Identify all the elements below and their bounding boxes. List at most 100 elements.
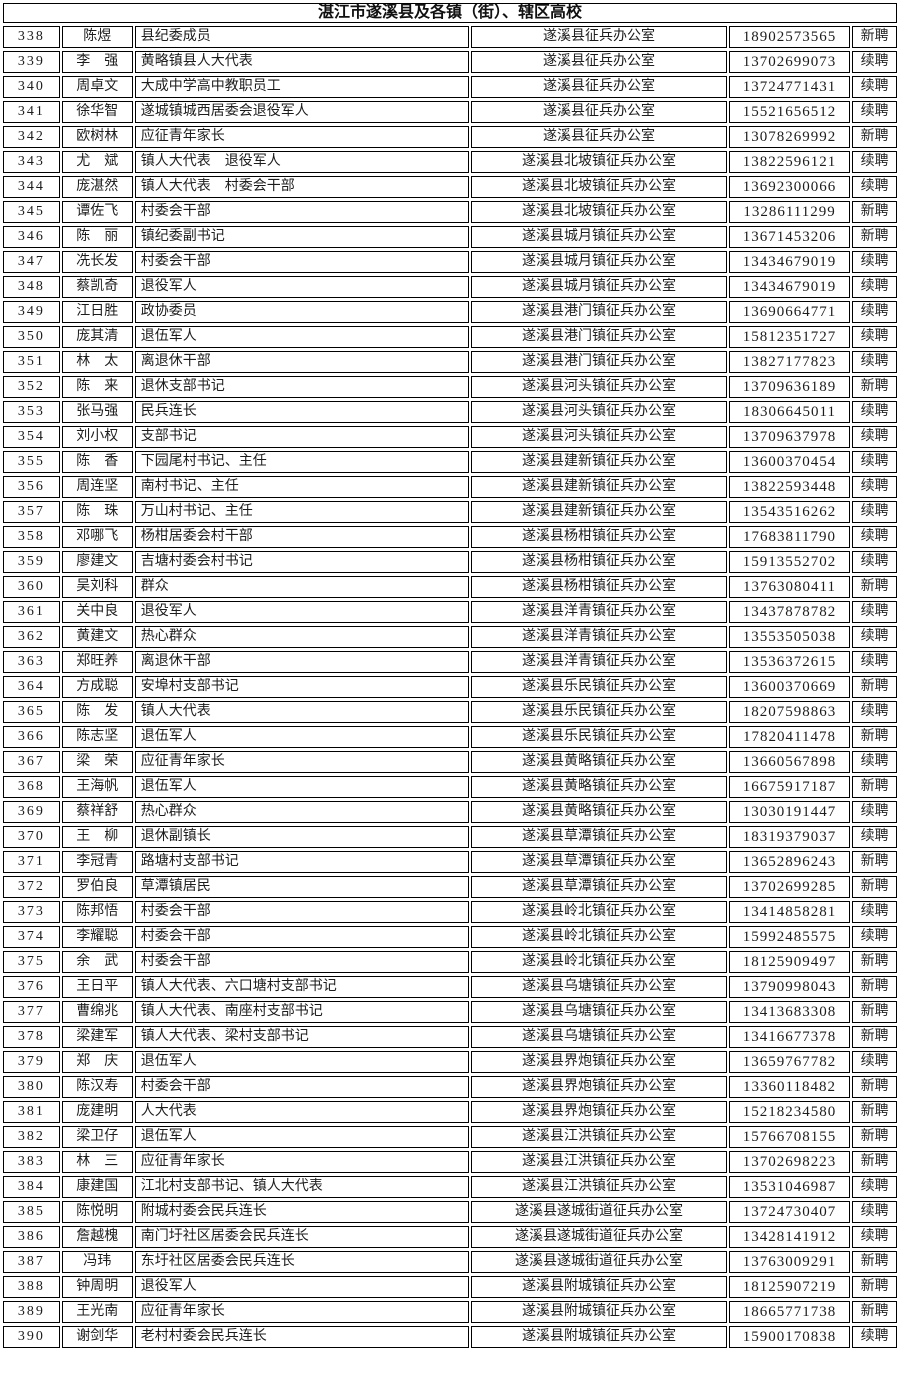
phone-cell: 13416677378 (728, 1026, 851, 1048)
phone-cell: 13827177823 (728, 351, 851, 373)
name-cell: 曹绵兆 (61, 1001, 133, 1023)
position-cell: 镇人大代表、南座村支部书记 (134, 1001, 470, 1023)
position-cell: 镇人大代表 (134, 701, 470, 723)
status-cell: 续聘 (852, 1051, 897, 1073)
office-cell: 遂溪县乌塘镇征兵办公室 (471, 1026, 727, 1048)
office-cell: 遂溪县界炮镇征兵办公室 (471, 1101, 727, 1123)
table-row: 372 罗伯良 草潭镇居民 遂溪县草潭镇征兵办公室 13702699285 新聘 (3, 876, 897, 898)
office-cell: 遂溪县杨柑镇征兵办公室 (471, 551, 727, 573)
name-cell: 周卓文 (61, 76, 133, 98)
table-row: 385 陈悦明 附城村委会民兵连长 遂溪县遂城街道征兵办公室 137247304… (3, 1201, 897, 1223)
name-cell: 陈 来 (61, 376, 133, 398)
status-cell: 续聘 (852, 651, 897, 673)
row-number-cell: 383 (3, 1151, 60, 1173)
row-number-cell: 345 (3, 201, 60, 223)
phone-cell: 13709636189 (728, 376, 851, 398)
name-cell: 林 三 (61, 1151, 133, 1173)
table-row: 344 庞湛然 镇人大代表 村委会干部 遂溪县北坡镇征兵办公室 13692300… (3, 176, 897, 198)
status-cell: 新聘 (852, 376, 897, 398)
table-row: 355 陈 香 下园尾村书记、主任 遂溪县建新镇征兵办公室 1360037045… (3, 451, 897, 473)
name-cell: 李耀聪 (61, 926, 133, 948)
status-cell: 续聘 (852, 826, 897, 848)
office-cell: 遂溪县江洪镇征兵办公室 (471, 1176, 727, 1198)
table-row: 358 邓哪飞 杨柑居委会村干部 遂溪县杨柑镇征兵办公室 17683811790… (3, 526, 897, 548)
status-cell: 新聘 (852, 1101, 897, 1123)
status-cell: 新聘 (852, 576, 897, 598)
position-cell: 支部书记 (134, 426, 470, 448)
status-cell: 续聘 (852, 251, 897, 273)
phone-cell: 15766708155 (728, 1126, 851, 1148)
table-row: 376 王日平 镇人大代表、六口塘村支部书记 遂溪县乌塘镇征兵办公室 13790… (3, 976, 897, 998)
office-cell: 遂溪县附城镇征兵办公室 (471, 1326, 727, 1348)
position-cell: 遂城镇城西居委会退役军人 (134, 101, 470, 123)
table-row: 347 冼长发 村委会干部 遂溪县城月镇征兵办公室 13434679019 续聘 (3, 251, 897, 273)
office-cell: 遂溪县洋青镇征兵办公室 (471, 651, 727, 673)
name-cell: 吴刘科 (61, 576, 133, 598)
position-cell: 杨柑居委会村干部 (134, 526, 470, 548)
office-cell: 遂溪县界炮镇征兵办公室 (471, 1076, 727, 1098)
office-cell: 遂溪县黄略镇征兵办公室 (471, 801, 727, 823)
name-cell: 江日胜 (61, 301, 133, 323)
table-row: 369 蔡祥舒 热心群众 遂溪县黄略镇征兵办公室 13030191447 续聘 (3, 801, 897, 823)
phone-cell: 13690664771 (728, 301, 851, 323)
phone-cell: 16675917187 (728, 776, 851, 798)
position-cell: 退伍军人 (134, 726, 470, 748)
status-cell: 续聘 (852, 351, 897, 373)
phone-cell: 13724771431 (728, 76, 851, 98)
position-cell: 退伍军人 (134, 776, 470, 798)
row-number-cell: 356 (3, 476, 60, 498)
row-number-cell: 354 (3, 426, 60, 448)
status-cell: 续聘 (852, 151, 897, 173)
office-cell: 遂溪县附城镇征兵办公室 (471, 1301, 727, 1323)
office-cell: 遂溪县岭北镇征兵办公室 (471, 926, 727, 948)
position-cell: 南村书记、主任 (134, 476, 470, 498)
office-cell: 遂溪县征兵办公室 (471, 101, 727, 123)
row-number-cell: 362 (3, 626, 60, 648)
table-row: 349 江日胜 政协委员 遂溪县港门镇征兵办公室 13690664771 续聘 (3, 301, 897, 323)
phone-cell: 13702699285 (728, 876, 851, 898)
position-cell: 离退休干部 (134, 651, 470, 673)
row-number-cell: 380 (3, 1076, 60, 1098)
row-number-cell: 367 (3, 751, 60, 773)
status-cell: 新聘 (852, 951, 897, 973)
status-cell: 续聘 (852, 501, 897, 523)
row-number-cell: 369 (3, 801, 60, 823)
table-row: 346 陈 丽 镇纪委副书记 遂溪县城月镇征兵办公室 13671453206 新… (3, 226, 897, 248)
row-number-cell: 355 (3, 451, 60, 473)
table-row: 365 陈 发 镇人大代表 遂溪县乐民镇征兵办公室 18207598863 续聘 (3, 701, 897, 723)
phone-cell: 15812351727 (728, 326, 851, 348)
table-row: 388 钟周明 退役军人 遂溪县附城镇征兵办公室 18125907219 新聘 (3, 1276, 897, 1298)
status-cell: 续聘 (852, 1201, 897, 1223)
table-row: 341 徐华智 遂城镇城西居委会退役军人 遂溪县征兵办公室 1552165651… (3, 101, 897, 123)
office-cell: 遂溪县洋青镇征兵办公室 (471, 626, 727, 648)
phone-cell: 13414858281 (728, 901, 851, 923)
status-cell: 续聘 (852, 276, 897, 298)
row-number-cell: 389 (3, 1301, 60, 1323)
name-cell: 王海帆 (61, 776, 133, 798)
status-cell: 新聘 (852, 676, 897, 698)
table-row: 338 陈煜 县纪委成员 遂溪县征兵办公室 18902573565 新聘 (3, 26, 897, 48)
phone-cell: 13702698223 (728, 1151, 851, 1173)
table-row: 364 方成聪 安埠村支部书记 遂溪县乐民镇征兵办公室 13600370669 … (3, 676, 897, 698)
name-cell: 郑旺养 (61, 651, 133, 673)
office-cell: 遂溪县港门镇征兵办公室 (471, 326, 727, 348)
phone-cell: 13692300066 (728, 176, 851, 198)
row-number-cell: 341 (3, 101, 60, 123)
phone-cell: 13790998043 (728, 976, 851, 998)
office-cell: 遂溪县杨柑镇征兵办公室 (471, 576, 727, 598)
position-cell: 政协委员 (134, 301, 470, 323)
row-number-cell: 374 (3, 926, 60, 948)
table-row: 343 尤 斌 镇人大代表 退役军人 遂溪县北坡镇征兵办公室 138225961… (3, 151, 897, 173)
row-number-cell: 370 (3, 826, 60, 848)
row-number-cell: 359 (3, 551, 60, 573)
office-cell: 遂溪县江洪镇征兵办公室 (471, 1151, 727, 1173)
phone-cell: 13428141912 (728, 1226, 851, 1248)
row-number-cell: 385 (3, 1201, 60, 1223)
phone-cell: 13659767782 (728, 1051, 851, 1073)
status-cell: 新聘 (852, 876, 897, 898)
office-cell: 遂溪县征兵办公室 (471, 51, 727, 73)
table-row: 380 陈汉寿 村委会干部 遂溪县界炮镇征兵办公室 13360118482 新聘 (3, 1076, 897, 1098)
status-cell: 续聘 (852, 601, 897, 623)
name-cell: 庞其清 (61, 326, 133, 348)
